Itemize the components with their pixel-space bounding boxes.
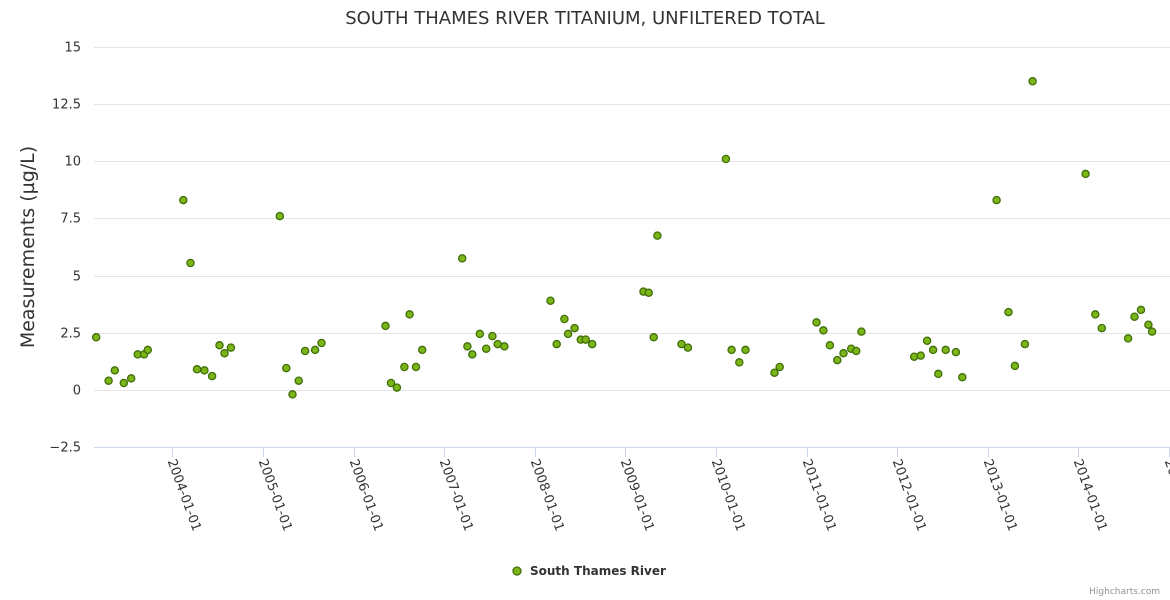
data-point[interactable] [941,345,950,355]
y-tick-label: 7.5 [60,212,81,227]
data-point[interactable] [143,345,153,355]
series-south-thames-river [91,77,1157,399]
credits-link[interactable]: Highcharts.com [1089,587,1160,597]
data-point[interactable] [649,333,658,342]
data-point[interactable] [192,365,202,374]
data-point[interactable] [91,333,101,342]
data-point[interactable] [812,318,821,327]
data-point[interactable] [381,321,390,331]
data-point[interactable] [992,195,1001,205]
data-point[interactable] [215,341,224,350]
legend[interactable]: South Thames River [512,564,666,578]
y-axis-tick-labels: −2.5 0 2.5 5 7.5 10 12.5 15 [49,41,81,456]
data-point[interactable] [653,231,662,240]
data-point[interactable] [463,342,472,351]
data-point[interactable] [1028,77,1037,86]
data-point[interactable] [1081,169,1090,179]
data-point[interactable] [220,349,229,358]
data-point[interactable] [317,338,326,348]
legend-label[interactable]: South Thames River [530,564,666,578]
data-point[interactable] [735,358,744,367]
data-point[interactable] [581,335,590,344]
data-point[interactable] [207,371,217,381]
data-point[interactable] [1136,305,1146,315]
data-point[interactable] [1091,310,1100,319]
data-point[interactable] [1010,361,1020,371]
data-point[interactable] [1004,307,1013,317]
data-point[interactable] [833,355,842,365]
data-point[interactable] [825,341,835,350]
data-point[interactable] [392,383,402,392]
data-point[interactable] [488,331,497,341]
data-point[interactable] [934,369,943,379]
data-point[interactable] [644,288,653,297]
data-point[interactable] [400,362,409,372]
data-point[interactable] [721,154,731,164]
y-tick-label: 0 [73,384,81,399]
data-point[interactable] [563,329,573,339]
data-point[interactable] [775,362,784,372]
data-point[interactable] [200,366,209,375]
legend-marker-icon[interactable] [512,566,522,576]
data-point[interactable] [386,378,396,388]
data-point[interactable] [457,254,467,263]
data-point[interactable] [851,346,861,356]
data-point[interactable] [683,343,693,352]
data-point[interactable] [104,376,113,385]
y-tick-label: 5 [73,270,81,285]
data-point[interactable] [119,378,129,388]
gridlines [94,47,1170,448]
y-tick-label: 12.5 [52,98,81,113]
data-point[interactable] [587,339,597,349]
data-point[interactable] [110,366,120,375]
data-point[interactable] [411,362,421,372]
data-point[interactable] [1144,320,1153,329]
y-axis-title: Measurements (µg/L) [17,146,39,348]
data-point[interactable] [916,351,925,360]
data-point[interactable] [126,374,136,383]
y-tick-label: 10 [64,155,81,170]
data-point[interactable] [275,211,285,221]
data-point[interactable] [1097,323,1107,333]
y-tick-label: −2.5 [49,441,81,456]
data-point[interactable] [570,323,579,333]
data-point[interactable] [819,326,828,335]
data-point[interactable] [770,368,779,377]
data-point[interactable] [951,347,961,357]
data-point[interactable] [958,373,967,382]
data-point[interactable] [500,342,509,351]
data-point[interactable] [1147,327,1157,336]
y-tick-label: 2.5 [60,327,81,342]
data-point[interactable] [179,195,188,205]
data-point[interactable] [1020,339,1030,349]
data-point[interactable] [481,344,491,353]
data-point[interactable] [552,339,561,349]
data-point[interactable] [546,296,555,305]
data-point[interactable] [1123,334,1133,343]
data-point[interactable] [475,329,485,339]
data-point[interactable] [560,314,569,324]
data-point[interactable] [922,336,932,345]
data-point[interactable] [468,350,477,359]
data-point[interactable] [1130,312,1139,321]
data-point[interactable] [677,339,686,349]
data-point[interactable] [857,327,866,336]
data-point[interactable] [226,343,236,352]
y-tick-label: 15 [64,41,81,56]
data-point[interactable] [417,345,427,355]
data-point[interactable] [727,345,736,355]
data-point[interactable] [294,376,303,385]
data-point[interactable] [186,258,195,268]
data-point[interactable] [741,345,750,355]
data-point[interactable] [405,310,414,319]
data-point[interactable] [288,390,297,399]
data-point[interactable] [839,349,848,358]
data-point[interactable] [928,345,938,355]
data-point[interactable] [310,345,320,355]
data-point[interactable] [300,346,310,356]
data-point[interactable] [282,363,291,373]
chart-title: SOUTH THAMES RIVER TITANIUM, UNFILTERED … [345,8,825,29]
